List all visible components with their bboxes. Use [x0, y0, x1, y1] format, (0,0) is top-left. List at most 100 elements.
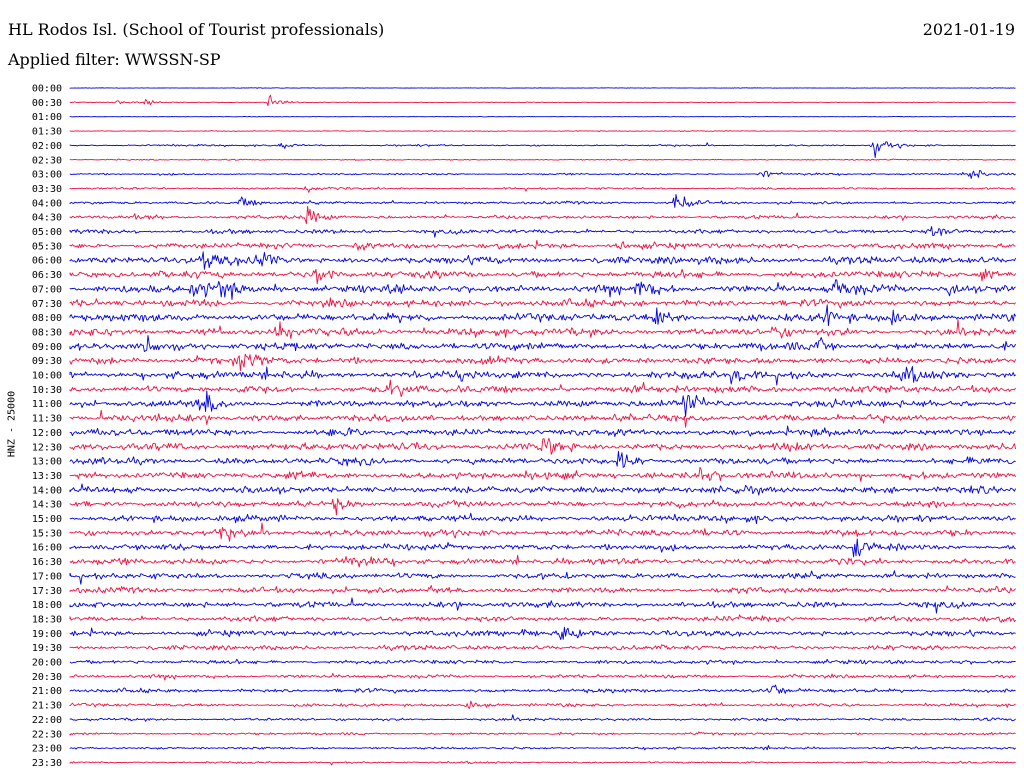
seismogram-trace-0830 — [69, 319, 1016, 339]
seismogram-trace-0930 — [69, 353, 1017, 372]
seismogram-trace-1430 — [69, 498, 1016, 516]
time-tick-label: 11:00 — [32, 399, 62, 410]
seismogram-trace-0330 — [69, 186, 1016, 193]
time-tick-label: 04:30 — [32, 213, 62, 224]
time-tick-label: 07:00 — [32, 284, 62, 295]
seismogram-trace-1600 — [69, 538, 1016, 558]
seismogram-trace-1630 — [69, 554, 1016, 568]
time-tick-label: 23:00 — [32, 744, 62, 755]
station-title: HL Rodos Isl. (School of Tourist profess… — [8, 20, 385, 39]
time-tick-label: 02:30 — [32, 155, 62, 166]
time-tick-label: 03:00 — [32, 170, 62, 181]
seismogram-trace-1300 — [69, 450, 1016, 468]
seismogram-trace-0730 — [69, 297, 1016, 309]
seismogram-trace-0630 — [69, 268, 1016, 285]
seismogram-trace-1730 — [69, 584, 1016, 595]
time-tick-label: 12:00 — [32, 428, 62, 439]
time-tick-label: 14:00 — [32, 485, 62, 496]
time-tick-label: 13:00 — [32, 457, 62, 468]
time-tick-label: 17:30 — [32, 586, 62, 597]
time-tick-label: 18:30 — [32, 614, 62, 625]
seismogram-trace-2230 — [69, 731, 1016, 736]
seismogram-trace-1230 — [69, 437, 1017, 455]
time-tick-label: 05:00 — [32, 227, 62, 238]
seismogram-trace-2030 — [69, 672, 1016, 681]
time-tick-label: 07:30 — [32, 299, 62, 310]
seismogram-trace-0300 — [69, 170, 1016, 179]
time-tick-label: 14:30 — [32, 500, 62, 511]
time-tick-label: 20:00 — [32, 658, 62, 669]
time-tick-label: 02:00 — [32, 141, 62, 152]
seismogram-trace-1900 — [69, 626, 1016, 641]
seismogram-trace-0900 — [69, 334, 1016, 353]
time-tick-label: 22:00 — [32, 715, 62, 726]
seismogram-trace-0700 — [69, 279, 1016, 300]
time-tick-label: 17:00 — [32, 571, 62, 582]
time-tick-label: 01:30 — [32, 127, 62, 138]
seismogram-trace-2330 — [69, 760, 1016, 766]
time-tick-label: 10:00 — [32, 371, 62, 382]
time-tick-label: 15:30 — [32, 528, 62, 539]
seismogram-trace-2130 — [69, 700, 1016, 709]
seismogram-trace-1000 — [69, 366, 1016, 386]
seismogram-trace-1200 — [69, 425, 1016, 438]
seismogram-trace-0030 — [69, 94, 1016, 107]
time-tick-label: 16:30 — [32, 557, 62, 568]
seismogram-trace-0100 — [69, 115, 1016, 118]
seismogram-trace-1800 — [69, 597, 1016, 614]
seismogram-trace-0230 — [69, 158, 1016, 161]
time-tick-label: 09:30 — [32, 356, 62, 367]
seismogram-trace-1100 — [69, 390, 1016, 418]
time-tick-label: 08:00 — [32, 313, 62, 324]
time-tick-label: 09:00 — [32, 342, 62, 353]
seismogram-trace-0430 — [69, 205, 1016, 224]
time-tick-label: 01:00 — [32, 112, 62, 123]
seismogram-trace-1500 — [69, 512, 1016, 524]
time-tick-label: 00:30 — [32, 98, 62, 109]
time-tick-label: 10:30 — [32, 385, 62, 396]
seismogram-trace-0600 — [69, 251, 1017, 270]
time-tick-label: 19:00 — [32, 629, 62, 640]
time-tick-label: 06:00 — [32, 256, 62, 267]
plot-date: 2021-01-19 — [922, 20, 1015, 39]
seismogram-trace-1700 — [69, 570, 1016, 585]
seismogram-trace-1830 — [69, 614, 1016, 623]
filter-label: Applied filter: WWSSN-SP — [8, 50, 221, 69]
time-tick-label: 05:30 — [32, 241, 62, 252]
time-tick-label: 23:30 — [32, 758, 62, 769]
seismogram-trace-2200 — [69, 714, 1016, 722]
seismogram-trace-2000 — [69, 658, 1016, 665]
time-tick-label: 19:30 — [32, 643, 62, 654]
time-tick-label: 18:00 — [32, 600, 62, 611]
seismogram-trace-1930 — [69, 644, 1016, 652]
time-tick-label: 06:30 — [32, 270, 62, 281]
seismogram-trace-1130 — [69, 409, 1016, 428]
time-tick-label: 20:30 — [32, 672, 62, 683]
seismogram-trace-1330 — [69, 466, 1016, 482]
seismogram-trace-0130 — [69, 129, 1016, 133]
seismogram-trace-1400 — [69, 483, 1017, 496]
time-tick-label: 21:00 — [32, 686, 62, 697]
time-tick-label: 21:30 — [32, 701, 62, 712]
seismogram-trace-2300 — [69, 744, 1016, 751]
seismogram-trace-0200 — [69, 141, 1016, 159]
time-tick-label: 12:30 — [32, 442, 62, 453]
time-tick-label: 13:30 — [32, 471, 62, 482]
seismogram-trace-1530 — [69, 522, 1016, 542]
time-tick-label: 04:00 — [32, 198, 62, 209]
time-tick-label: 03:30 — [32, 184, 62, 195]
time-tick-label: 15:00 — [32, 514, 62, 525]
seismogram-trace-0800 — [69, 304, 1016, 327]
seismogram-trace-0400 — [69, 194, 1016, 208]
seismogram-trace-2100 — [69, 684, 1016, 694]
seismogram-trace-0530 — [69, 239, 1016, 251]
seismogram-trace-1030 — [69, 379, 1016, 398]
seismogram-trace-0500 — [69, 226, 1016, 238]
time-tick-label: 08:30 — [32, 327, 62, 338]
seismogram-trace-0000 — [69, 87, 1016, 89]
time-tick-label: 22:30 — [32, 729, 62, 740]
time-tick-label: 11:30 — [32, 414, 62, 425]
time-tick-label: 00:00 — [32, 84, 62, 95]
time-tick-label: 16:00 — [32, 543, 62, 554]
